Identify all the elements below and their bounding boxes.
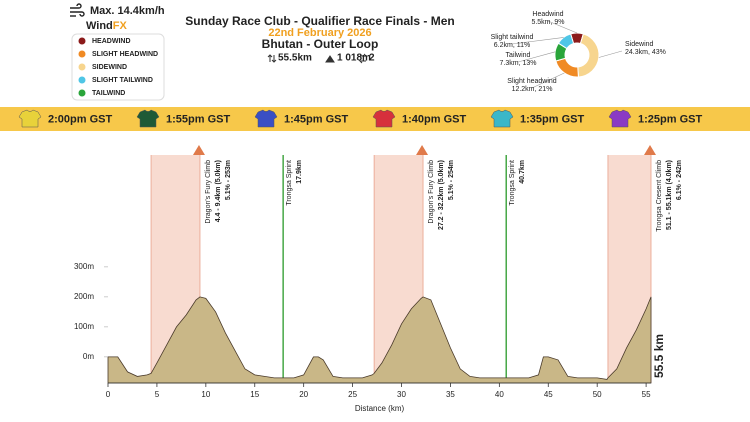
y-tick-label: 0m [83,352,94,361]
sprint-label: 17.9km [296,160,303,184]
legend-label: SLIGHT HEADWIND [92,51,158,58]
legend-box [71,33,165,101]
y-tick-label: 100m [74,322,94,331]
pie-value-label: 5.5km, 9% [531,19,564,26]
leader [511,37,564,45]
stat-laps: 2 [369,53,375,64]
jersey [608,109,632,128]
x-tick-label: 20 [299,390,308,399]
x-tick-label: 15 [250,390,259,399]
stat-distance: 55.5km [278,53,312,64]
x-tick-label: 55 [642,390,651,399]
rider-time: 1:55pm GST [166,113,230,125]
rider-time: 1:40pm GST [402,113,466,125]
pie-slice [577,33,600,78]
x-tick-label: 30 [397,390,406,399]
pie-value-label: 24.3km, 43% [625,49,666,56]
route: Bhutan - Outer Loop [262,37,379,51]
climb-name: Dragon's Fury Climb [428,160,435,224]
wind-icon [70,3,85,17]
climb-range: 51.1 - 55.1km (4.0km) [666,160,673,230]
x-tick-label: 0 [106,390,111,399]
climb-range: 4.4 - 9.4km (5.0km) [215,160,222,222]
date: 22nd February 2026 [268,27,371,39]
climb-stats: 5.1% - 254m [448,160,455,200]
pie-label: Headwind [532,11,563,18]
climb-stats: 5.1% - 253m [225,160,232,200]
riders: 2:00pm GST 1:55pm GST 1:45pm GST 1:40pm GST… [18,109,702,128]
rider-time: 2:00pm GST [48,113,112,125]
title: Sunday Race Club - Qualifier Race Finals… [185,14,454,28]
legend-label: HEADWIND [92,38,131,45]
jersey [18,109,42,128]
legend-swatch [78,76,86,84]
leader [517,51,556,63]
pie-slice [555,57,579,78]
sprint-name: Trongsa Sprint [509,160,516,206]
legend-swatch [78,50,86,58]
jersey [254,109,278,128]
rider-time: 1:45pm GST [284,113,348,125]
legend-label: TAILWIND [92,90,125,97]
brand-a: Wind [86,20,113,32]
jersey [490,109,514,128]
x-tick-label: 50 [593,390,602,399]
elevation-area [107,296,652,384]
legend-label: SLIGHT TAILWIND [92,77,153,84]
x-tick-label: 35 [446,390,455,399]
brand-b: FX [113,20,128,32]
x-tick-label: 25 [348,390,357,399]
x-tick-label: 5 [155,390,160,399]
leader [598,50,623,58]
climb-name: Dragon's Fury Climb [205,160,212,224]
climb-stats: 6.1% - 242m [676,160,683,200]
total-distance: 55.5 km [652,334,666,378]
pie-label: Sidewind [625,41,654,48]
stats-icons [267,53,368,64]
y-tick-label: 300m [74,262,94,271]
x-axis-label: Distance (km) [355,404,405,413]
leader [531,72,565,89]
legend: HEADWIND SLIGHT HEADWIND SIDEWIND SLIGHT TA… [78,37,158,97]
pie-slice [557,33,575,50]
climb-name: Trongsa Cresent Climb [656,160,663,232]
legend-swatch [78,63,86,71]
brand: WindFX [86,20,128,32]
x-tick-label: 40 [495,390,504,399]
pie-value-label: 7.3km, 13% [500,60,537,67]
legend-swatch [78,89,86,97]
pie-value-label: 6.2km, 11% [494,42,530,49]
max-wind: Max. 14.4km/h [90,5,165,17]
jersey [136,109,160,128]
climb-icon [192,145,205,155]
sprint-name: Trongsa Sprint [286,160,293,206]
y-tick-label: 200m [74,292,94,301]
pie-value-label: 12.2km, 21% [512,86,553,93]
climb-range: 27.2 - 32.2km (5.0km) [438,160,445,230]
pie-label: Slight headwind [507,78,557,85]
leader [547,20,578,34]
stat-elevation: 1 018m [337,53,371,64]
x-tick-label: 45 [544,390,553,399]
sprint-label: 40.7km [519,160,526,184]
legend-label: SIDEWIND [92,64,127,71]
pie-label: Slight tailwind [491,34,534,41]
climb-icon [416,145,429,155]
climb-icon [644,145,656,155]
rider-time: 1:25pm GST [638,113,702,125]
rider-time: 1:35pm GST [520,113,584,125]
legend-swatch [78,37,86,45]
x-tick-label: 10 [201,390,210,399]
jersey [372,109,396,128]
pie-label: Tailwind [506,52,531,59]
